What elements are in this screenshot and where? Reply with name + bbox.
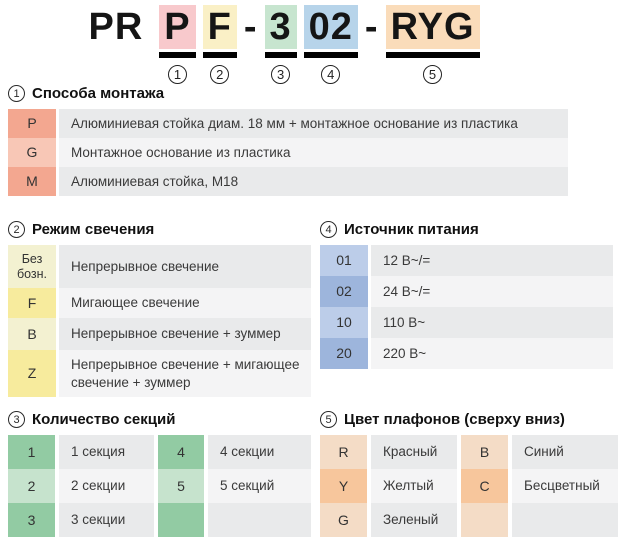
desc-cell: Зеленый (371, 503, 457, 537)
section-lens-colors: 5 Цвет плафонов (сверху вниз) R Красный … (320, 410, 618, 537)
code-segment-text: F (202, 5, 237, 49)
key-cell: 5 (158, 469, 204, 503)
desc-cell: Мигающее свечение (59, 288, 311, 318)
code-segment-mode: F 2 (202, 5, 237, 84)
key-cell: Без бозн. (8, 245, 56, 288)
desc-cell-empty (208, 503, 311, 537)
desc-cell: 12 В~/= (371, 245, 613, 276)
key-cell: Y (320, 469, 367, 503)
key-cell: 20 (320, 338, 368, 369)
code-prefix: PR (88, 5, 144, 48)
key-cell: 4 (158, 435, 204, 469)
code-separator: - (243, 5, 258, 48)
key-cell: 1 (8, 435, 55, 469)
section-title: Количество секций (32, 411, 176, 428)
code-segment-text: 3 (264, 5, 297, 49)
section-header: 3 Количество секций (8, 410, 311, 429)
section-number-badge: 4 (320, 221, 337, 238)
segment-number-badge: 3 (271, 65, 291, 84)
code-segment-colors: RYG 5 (385, 5, 480, 84)
key-cell: 01 (320, 245, 368, 276)
key-cell: 2 (8, 469, 55, 503)
section-number-badge: 3 (8, 411, 25, 428)
key-cell: G (320, 503, 367, 537)
desc-cell: 3 секции (59, 503, 154, 537)
key-cell: R (320, 435, 367, 469)
spec-table: P Алюминиевая стойка диам. 18 мм + монта… (8, 109, 568, 196)
section-number-badge: 5 (320, 411, 337, 428)
key-cell: C (461, 469, 508, 503)
section-power-source: 4 Источник питания 01 12 В~/= 02 24 В~/=… (320, 220, 613, 369)
segment-number-badge: 4 (321, 65, 341, 84)
key-cell: 02 (320, 276, 368, 307)
desc-cell: 110 В~ (371, 307, 613, 338)
segment-underline (159, 52, 196, 58)
segment-number-badge: 5 (423, 65, 443, 84)
desc-cell: 220 В~ (371, 338, 613, 369)
section-section-count: 3 Количество секций 1 1 секция 4 4 секци… (8, 410, 311, 537)
spec-table: 01 12 В~/= 02 24 В~/= 10 110 В~ 20 220 В… (320, 245, 613, 369)
code-separator: - (364, 5, 379, 48)
desc-cell: Синий (512, 435, 618, 469)
code-segment-sections: 3 3 (264, 5, 297, 84)
key-cell: M (8, 167, 56, 196)
desc-cell: Алюминиевая стойка диам. 18 мм + монтажн… (59, 109, 568, 138)
code-segment-text: P (159, 5, 196, 49)
desc-cell: 4 секции (208, 435, 311, 469)
desc-cell: Бесцветный (512, 469, 618, 503)
key-cell-empty (461, 503, 508, 537)
key-cell: P (8, 109, 56, 138)
key-cell: 3 (8, 503, 55, 537)
key-cell: 10 (320, 307, 368, 338)
segment-number-badge: 2 (210, 65, 230, 84)
spec-table: R Красный B Синий Y Желтый C Бесцветный … (320, 435, 618, 537)
section-title: Источник питания (344, 221, 479, 238)
segment-underline (202, 52, 237, 58)
code-segment-mounting: P 1 (159, 5, 196, 84)
code-segment-power: 02 4 (303, 5, 358, 84)
spec-table: 1 1 секция 4 4 секции 2 2 секции 5 5 сек… (8, 435, 311, 537)
segment-underline (303, 52, 358, 58)
key-cell: B (461, 435, 508, 469)
key-cell-empty (158, 503, 204, 537)
desc-cell: Желтый (371, 469, 457, 503)
section-header: 1 Способа монтажа (8, 84, 568, 103)
key-cell: Z (8, 350, 56, 397)
segment-underline (385, 52, 480, 58)
desc-cell: 5 секций (208, 469, 311, 503)
key-cell: B (8, 318, 56, 350)
section-header: 4 Источник питания (320, 220, 613, 239)
section-title: Способа монтажа (32, 85, 165, 102)
desc-cell: 1 секция (59, 435, 154, 469)
desc-cell: Непрерывное свечение (59, 245, 311, 288)
desc-cell: Алюминиевая стойка, М18 (59, 167, 568, 196)
desc-cell: Непрерывное свечение + зуммер (59, 318, 311, 350)
desc-cell: Непрерывное свечение + мигающее свечение… (59, 350, 311, 397)
key-cell: G (8, 138, 56, 167)
desc-cell: 2 секции (59, 469, 154, 503)
desc-cell: Красный (371, 435, 457, 469)
section-mounting: 1 Способа монтажа P Алюминиевая стойка д… (8, 84, 568, 196)
desc-cell: Монтажное основание из пластика (59, 138, 568, 167)
section-header: 2 Режим свечения (8, 220, 311, 239)
section-number-badge: 2 (8, 221, 25, 238)
section-header: 5 Цвет плафонов (сверху вниз) (320, 410, 618, 429)
product-code: PR P 1 F 2 - 3 3 02 4 - RYG 5 (0, 5, 626, 84)
desc-cell-empty (512, 503, 618, 537)
section-light-mode: 2 Режим свечения Без бозн. Непрерывное с… (8, 220, 311, 397)
segment-underline (264, 52, 297, 58)
section-number-badge: 1 (8, 85, 25, 102)
section-title: Цвет плафонов (сверху вниз) (344, 411, 565, 428)
spec-table: Без бозн. Непрерывное свечение F Мигающе… (8, 245, 311, 397)
section-title: Режим свечения (32, 221, 155, 238)
segment-number-badge: 1 (167, 65, 187, 84)
key-cell: F (8, 288, 56, 318)
code-segment-text: 02 (303, 5, 358, 49)
desc-cell: 24 В~/= (371, 276, 613, 307)
code-segment-text: RYG (385, 5, 480, 49)
